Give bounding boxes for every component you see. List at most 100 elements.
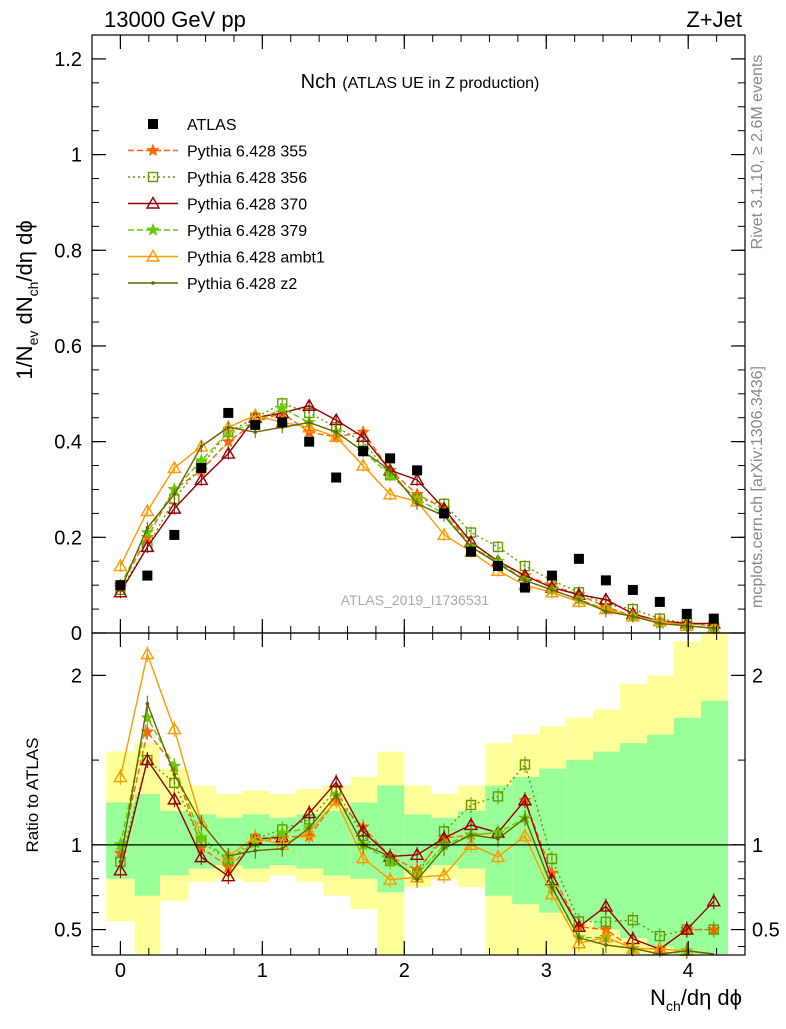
legend-entry: Pythia 6.428 z2 [128,276,297,293]
series-4-ratio-marker [463,837,479,851]
atlas-data-point [277,417,288,428]
series-1-ratio-marker [627,914,639,926]
series-4-ratio-marker [355,850,371,864]
series-3-ratio-marker [275,826,289,839]
ratio-tick-label-right: 2 [752,665,763,687]
series-4-ratio-marker [167,721,182,735]
ylabel-part1: 1/N [12,345,37,379]
series-3-marker [275,401,289,414]
legend-label: Pythia 6.428 z2 [187,276,297,293]
series-4-marker [301,419,317,433]
ratio-band-inner [404,814,432,869]
series-1-ratio-marker [519,759,531,770]
legend-marker [151,281,155,285]
series-5-ratio-marker [496,836,500,841]
series-1-ratio-line [119,758,714,937]
series-2-ratio-marker [194,849,209,863]
series-5-ratio-marker [442,846,446,851]
plot-title: Nch (ATLAS UE in Z production) [301,71,540,93]
series-5-ratio-marker [469,833,473,837]
series-5-marker [253,430,258,434]
series-4-ratio-marker [113,769,128,783]
legend-marker [146,222,160,236]
series-1-ratio-marker [492,791,504,802]
series-2-marker [301,398,317,411]
atlas-data-point [681,608,692,619]
analysis-watermark: ATLAS_2019_I1736531 [341,592,490,608]
series-4-ratio-marker [301,824,317,838]
series-4-ratio-marker [517,828,533,842]
ratio-band-inner [296,814,324,869]
series-5-ratio-marker [388,854,392,859]
series-5-marker [577,597,581,602]
x-tick-label: 0 [115,960,126,982]
legend-entry: ATLAS [148,117,237,134]
series-5-marker [199,444,204,449]
xlabel-part2: /dη dϕ [681,985,742,1010]
legend-label: ATLAS [187,117,237,134]
series-5-ratio-marker [334,793,338,798]
series-5-marker [658,621,662,626]
legend-label: Pythia 6.428 355 [187,144,307,161]
series-5-marker [172,492,177,497]
legend: ATLAS Pythia 6.428 355 Pythia 6.428 356 Pyt… [128,117,325,293]
atlas-data-point [708,613,719,624]
series-4-ratio-marker [248,829,263,843]
atlas-data-point [519,582,530,593]
series-3-ratio-marker [194,830,209,844]
x-tick-label: 2 [399,960,410,982]
series-5-ratio-marker [577,935,581,940]
series-4-marker [328,429,344,443]
series-2-ratio-marker [706,893,721,907]
ylabel-part3: /dη dϕ [12,220,37,281]
series-2-marker [328,412,344,426]
series-5-marker [415,502,419,506]
atlas-data-point [385,453,396,464]
series-5-ratio-marker [226,854,231,858]
atlas-data-point [250,419,261,430]
atlas-data-point [546,570,557,581]
ratio-tick-label: 2 [71,665,82,687]
series-5-ratio-marker [118,859,123,864]
legend-marker [148,119,158,129]
legend-label: Pythia 6.428 379 [187,223,307,240]
series-2-marker [194,472,209,486]
series-2-ratio-marker [679,922,695,935]
axis-ticks: 0 1 2 3 4 0 0.2 0.4 0.6 0.8 1 1.2 0.5 0.5 1 1 2 2 [54,35,780,982]
series-5-ratio-marker [172,772,177,777]
series-5-ratio-marker [253,848,258,853]
series-2-ratio-marker [221,868,236,882]
series-5-marker [388,468,392,473]
series-4-marker [248,407,263,421]
series-4-ratio-marker [490,849,506,863]
atlas-data-point [223,407,234,418]
ratio-band-inner [485,785,513,896]
series-5-ratio-marker [550,885,554,890]
legend-label: Pythia 6.428 356 [187,170,307,187]
legend-label: Pythia 6.428 370 [187,197,307,214]
atlas-data-point [304,436,315,447]
atlas-data-point [466,546,477,557]
ylabel-sub1: ev [25,331,41,346]
series-5-ratio-marker [199,820,204,825]
ratio-y-axis-label: Ratio to ATLAS [23,738,42,853]
series-5-ratio-marker [631,946,635,951]
series-2-marker [167,501,182,514]
atlas-data-point [600,575,611,586]
ratio-tick-label-right: 1 [752,835,763,857]
series-4-marker [436,527,452,541]
y-tick-label: 0.2 [54,527,82,549]
ratio-tick-label: 0.5 [54,920,82,942]
ratio-band-inner [539,768,567,913]
mcplots-label: mcplots.cern.ch [arXiv:1306.3436] [749,366,766,608]
atlas-data-point [142,570,153,581]
series-2-line [119,405,714,625]
legend-marker [145,249,161,262]
series-4-ratio-marker [382,872,398,885]
series-4-ratio-marker [436,867,452,881]
legend-entry: Pythia 6.428 370 [128,196,307,214]
series-2-ratio-marker [167,791,182,805]
series-5-marker [334,430,338,434]
series-2-marker [355,429,371,443]
xlabel-part1: N [650,985,666,1010]
